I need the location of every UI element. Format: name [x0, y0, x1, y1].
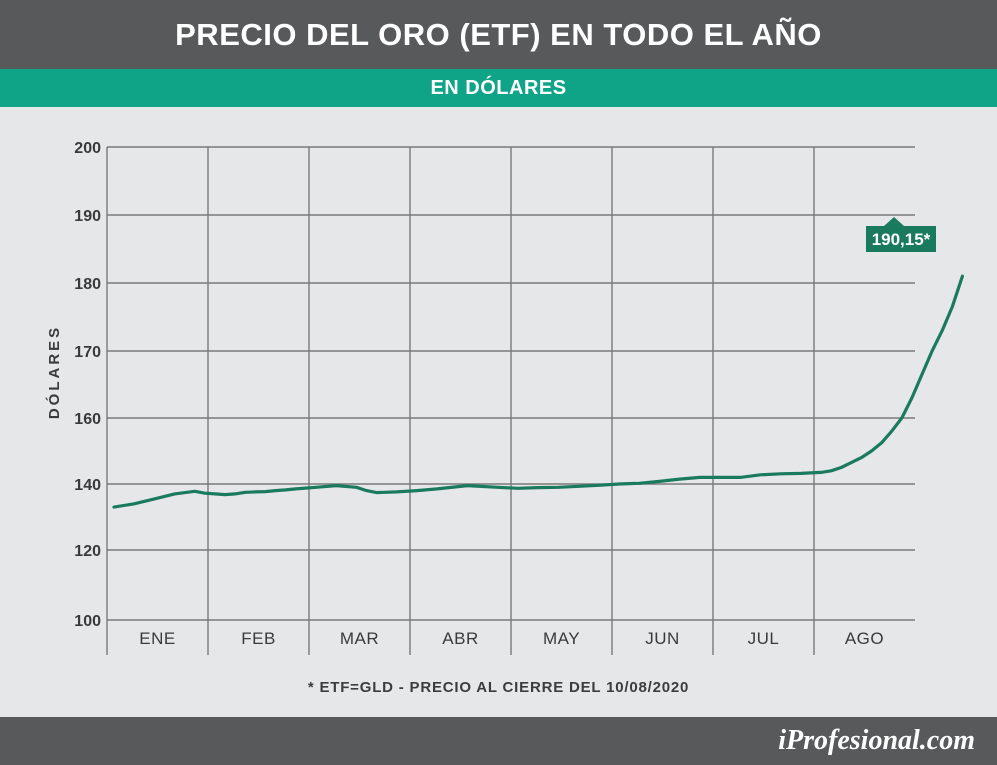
x-tick-label: ABR	[442, 629, 478, 648]
y-axis-label: DÓLARES	[45, 325, 63, 419]
footnote: * ETF=GLD - PRECIO AL CIERRE DEL 10/08/2…	[307, 679, 690, 696]
brand-logo: iProfesional.com	[778, 725, 975, 756]
x-tick-label: MAY	[543, 629, 580, 648]
x-tick-label: JUL	[748, 629, 780, 648]
x-tick-label: AGO	[845, 629, 884, 648]
y-tick-label: 160	[74, 411, 101, 428]
x-tick-label: JUN	[645, 629, 680, 648]
chart-subtitle: EN DÓLARES	[430, 76, 567, 99]
title-bar: PRECIO DEL ORO (ETF) EN TODO EL AÑO	[0, 0, 997, 69]
y-tick-label: 170	[74, 344, 101, 361]
callout-pointer	[884, 217, 904, 226]
series-line	[112, 274, 965, 509]
gold-price-chart: 100 120 140 160 170 180 190 200 ENE FEB MAR ABR MAY J…	[45, 140, 965, 655]
y-tick-label: 140	[74, 477, 101, 494]
subtitle-bar: EN DÓLARES	[0, 69, 997, 107]
footer-bar: iProfesional.com	[0, 717, 997, 765]
y-tick-label: 190	[74, 208, 101, 225]
callout-label: 190,15*	[872, 230, 931, 249]
x-tick-label: ENE	[139, 629, 175, 648]
callout-badge	[866, 226, 936, 252]
x-tick-label: FEB	[241, 629, 276, 648]
y-tick-label: 120	[74, 543, 101, 560]
chart-title: PRECIO DEL ORO (ETF) EN TODO EL AÑO	[175, 16, 822, 52]
y-tick-label: 100	[74, 613, 101, 630]
y-tick-label: 180	[74, 276, 101, 293]
x-tick-label: MAR	[340, 629, 379, 648]
y-tick-label: 200	[74, 140, 101, 157]
